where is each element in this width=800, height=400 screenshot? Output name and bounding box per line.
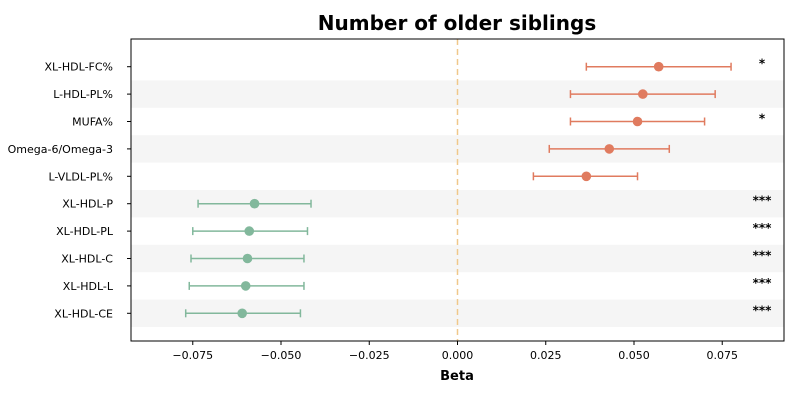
significance-labels: ***************** — [753, 57, 773, 318]
y-tick-label: L-VLDL-PL% — [48, 170, 113, 183]
y-tick-label: XL-HDL-C — [61, 253, 113, 266]
beta-point — [240, 281, 251, 291]
x-tick-label: −0.025 — [349, 349, 390, 362]
beta-point — [237, 308, 247, 319]
y-tick-label: XL-HDL-FC% — [44, 61, 113, 74]
x-tick-label: −0.050 — [261, 349, 302, 362]
significance-label: * — [759, 112, 766, 126]
beta-point — [604, 144, 615, 154]
x-ticks: −0.075 −0.050 −0.025 0.000 0.025 0.050 0.075 — [172, 341, 738, 362]
significance-label: *** — [753, 194, 773, 208]
significance-label: *** — [753, 276, 773, 290]
x-axis-label: Beta — [440, 369, 474, 384]
y-tick-label: L-HDL-PL% — [53, 88, 113, 101]
significance-label: *** — [753, 221, 773, 235]
beta-point — [242, 253, 253, 264]
x-tick-label: 0.025 — [530, 349, 562, 362]
x-tick-label: 0.050 — [618, 349, 650, 362]
plot-frame — [130, 38, 785, 342]
beta-point — [638, 89, 648, 99]
beta-point — [244, 226, 255, 236]
chart-title: Number of older siblings — [318, 11, 596, 35]
x-tick-label: −0.075 — [172, 349, 213, 362]
beta-point — [249, 198, 260, 209]
y-tick-label: XL-HDL-L — [63, 280, 114, 293]
y-tick-label: XL-HDL-CE — [54, 307, 113, 320]
y-tick-label: XL-HDL-P — [62, 198, 113, 211]
y-tick-label: XL-HDL-PL — [56, 225, 114, 238]
x-tick-label: 0.075 — [706, 349, 738, 362]
x-tick-label: 0.000 — [442, 349, 474, 362]
significance-label: *** — [753, 303, 773, 317]
beta-point — [653, 61, 664, 72]
y-tick-label: Omega-6/Omega-3 — [8, 143, 113, 156]
significance-label: * — [759, 57, 766, 71]
beta-point — [632, 116, 643, 127]
y-tick-label: MUFA% — [72, 116, 113, 129]
data-points — [237, 61, 664, 319]
y-tick-labels: XL-HDL-FC% L-HDL-PL% MUFA% Omega-6/Omega-3 L… — [8, 61, 131, 320]
beta-point — [581, 171, 592, 182]
significance-label: *** — [753, 249, 773, 263]
